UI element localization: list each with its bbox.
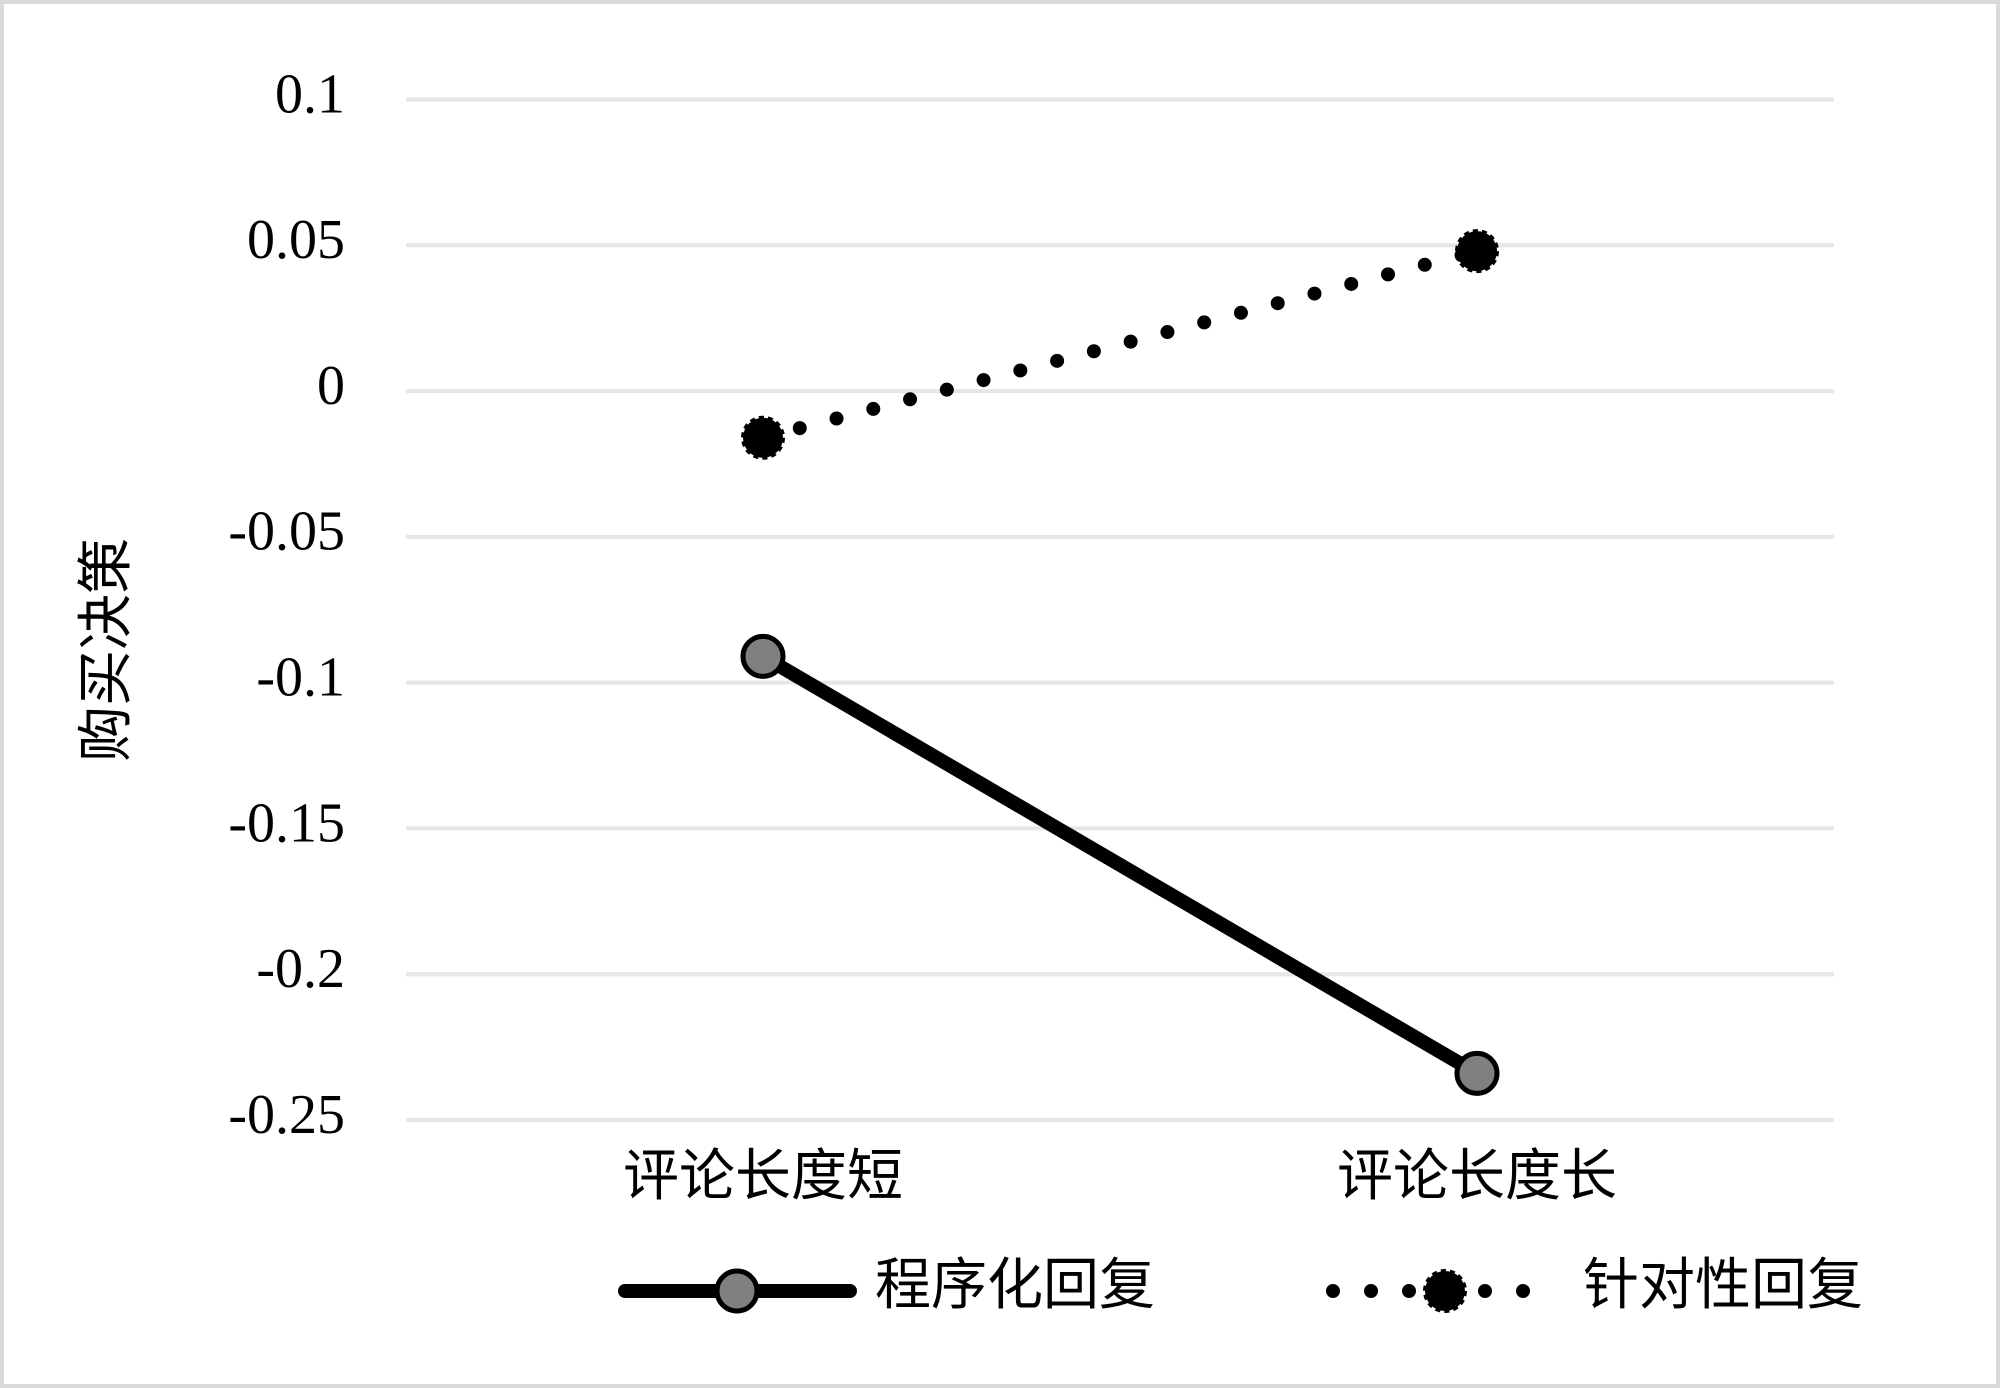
marker bbox=[740, 633, 786, 679]
legend-label: 针对性回复 bbox=[1583, 1255, 1863, 1317]
legend-label: 程序化回复 bbox=[875, 1255, 1155, 1317]
marker bbox=[741, 415, 785, 460]
y-tick-label: 0.05 bbox=[247, 209, 345, 271]
y-tick-label: 0 bbox=[317, 355, 345, 417]
y-tick-label: 0.1 bbox=[275, 63, 345, 125]
y-tick-label: -0.1 bbox=[256, 646, 345, 708]
x-tick-label: 评论长度短 bbox=[623, 1146, 903, 1208]
legend-marker bbox=[714, 1268, 760, 1314]
marker bbox=[1454, 1050, 1500, 1096]
y-tick-label: -0.15 bbox=[228, 792, 345, 854]
series-line bbox=[756, 244, 1484, 445]
legend-marker bbox=[1423, 1269, 1467, 1313]
y-tick-label: -0.05 bbox=[228, 501, 345, 563]
series-line bbox=[756, 649, 1484, 1081]
y-tick-label: -0.2 bbox=[256, 938, 345, 1000]
y-axis-label: 购买决策 bbox=[76, 538, 138, 762]
marker bbox=[1455, 229, 1499, 274]
x-tick-label: 评论长度长 bbox=[1337, 1146, 1617, 1208]
y-tick-label: -0.25 bbox=[228, 1084, 345, 1146]
